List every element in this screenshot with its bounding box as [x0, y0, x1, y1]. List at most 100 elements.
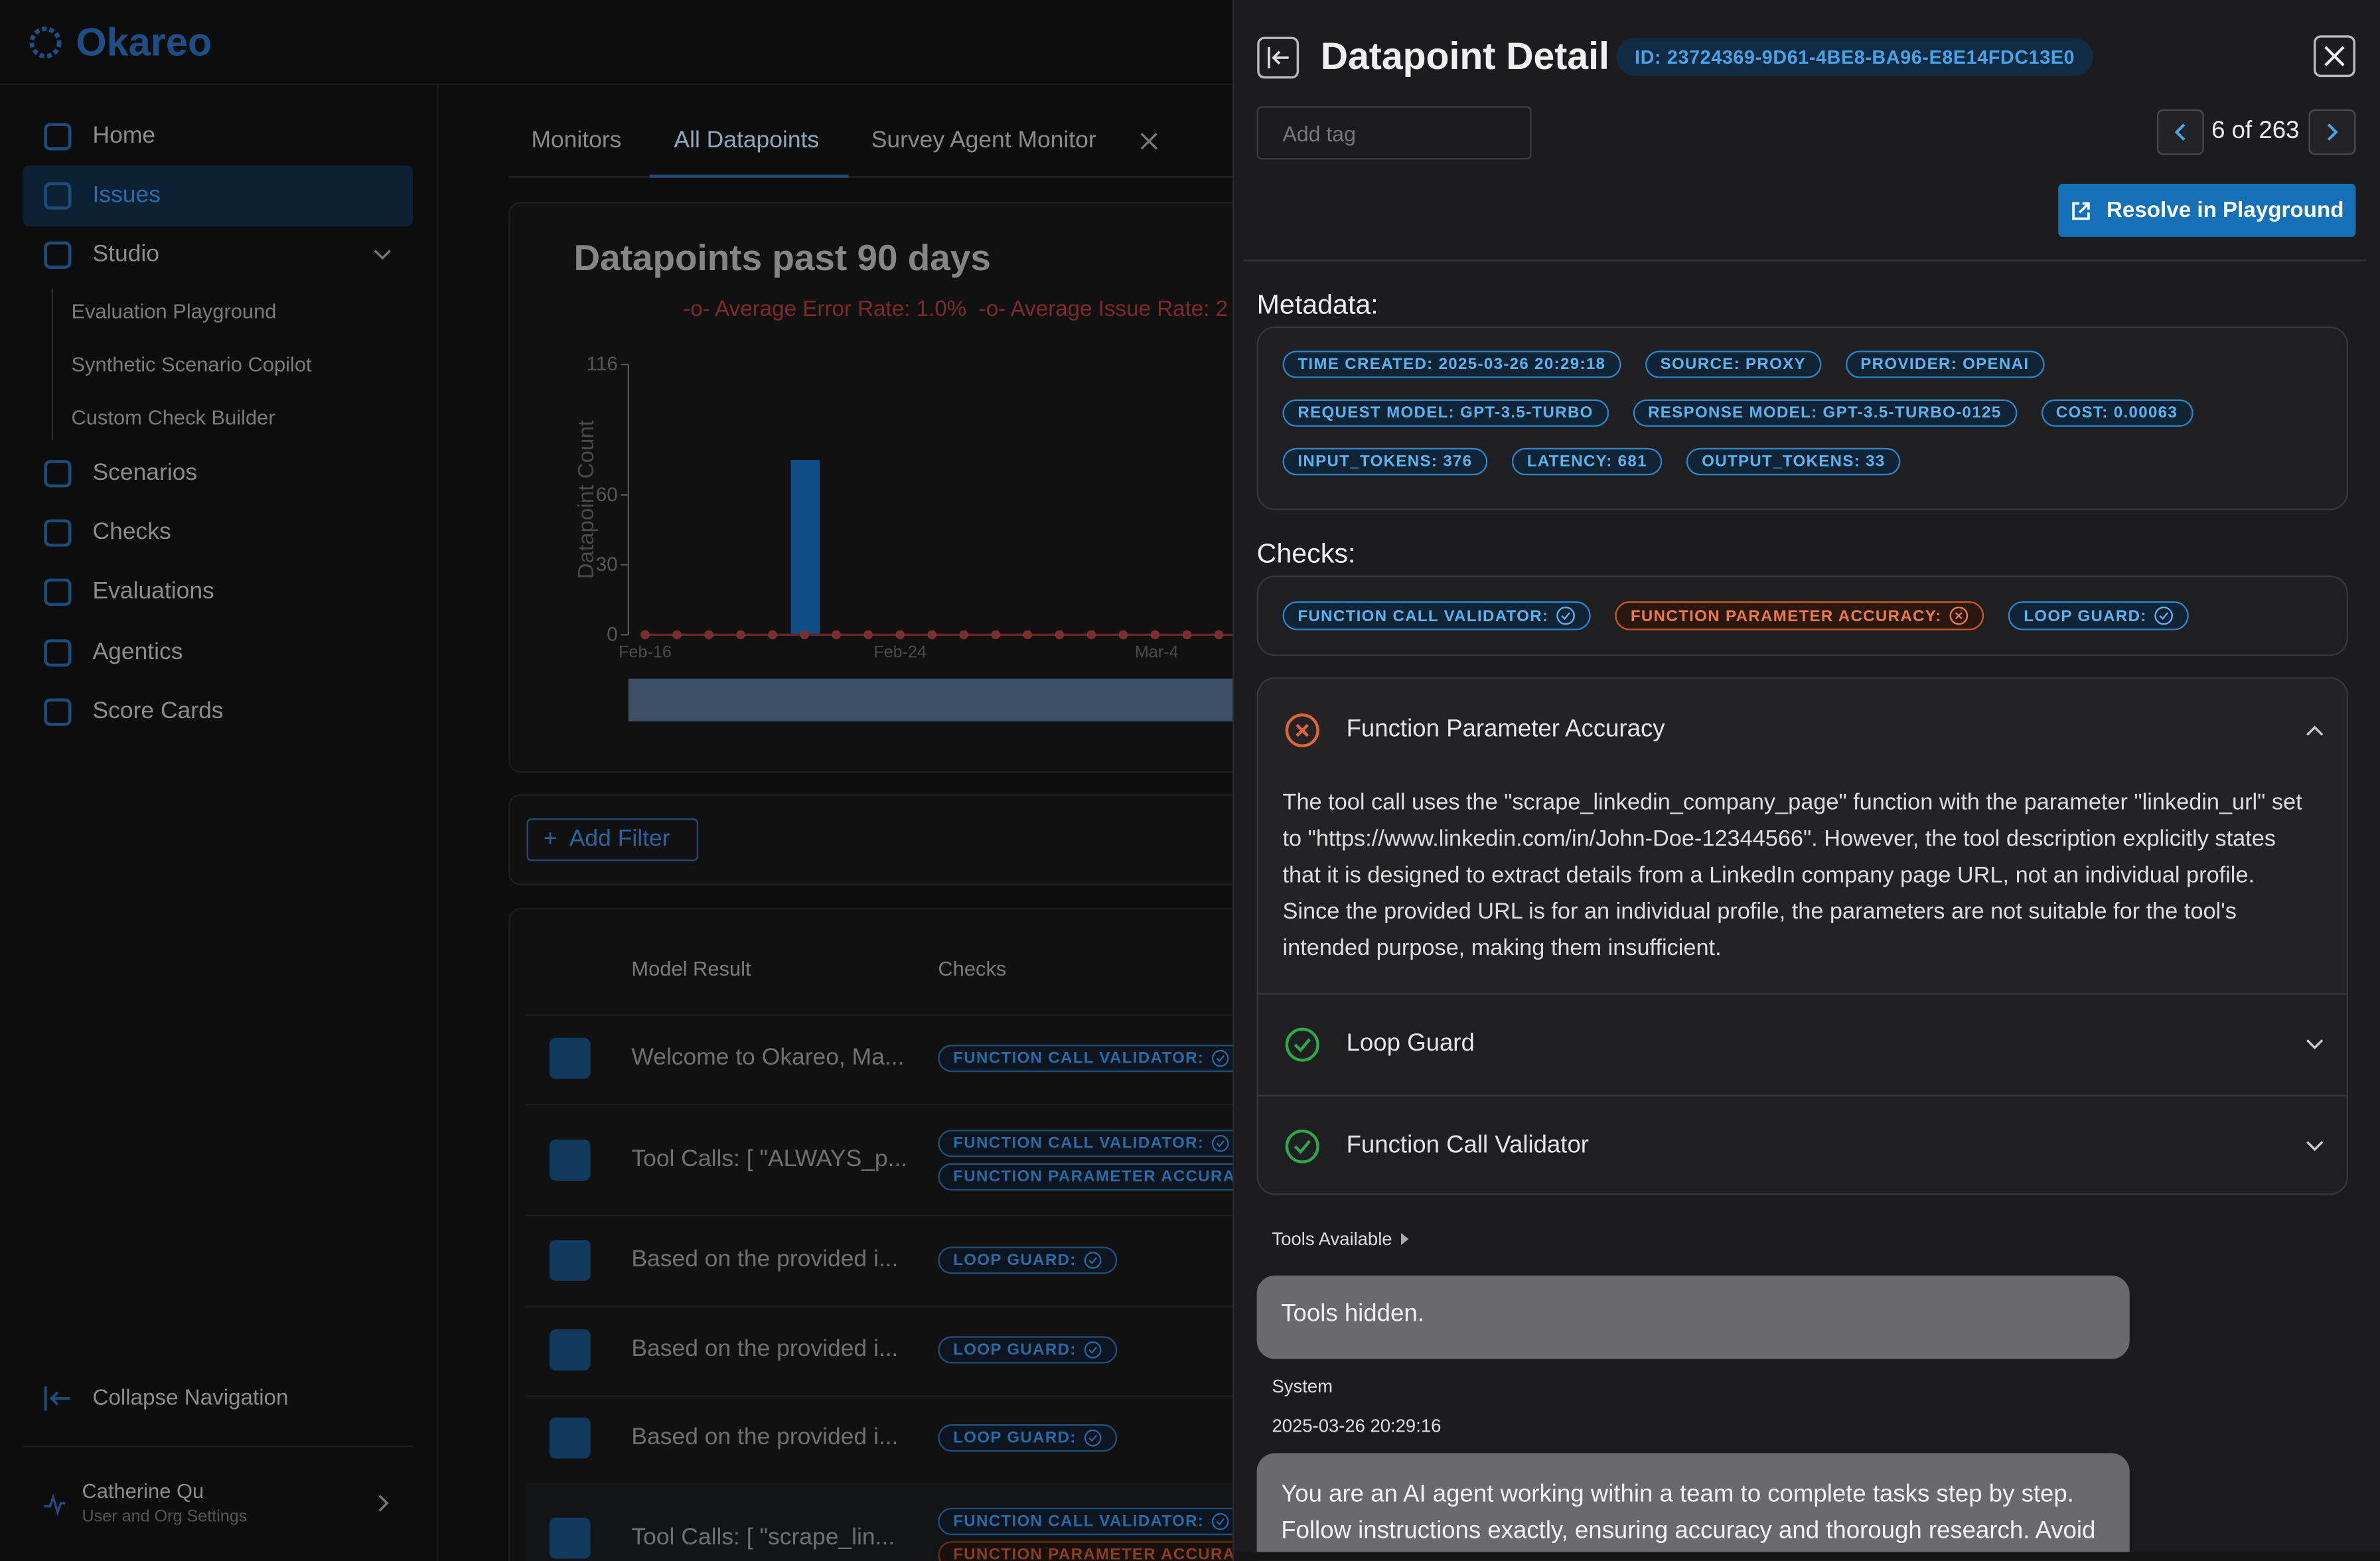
- error-dot: [1119, 630, 1128, 639]
- status-icon: [1212, 1049, 1230, 1067]
- error-dot: [1183, 630, 1192, 639]
- checks-box: FUNCTION CALL VALIDATOR:FUNCTION PARAMET…: [1257, 575, 2348, 656]
- check-pill: LOOP GUARD:: [938, 1336, 1117, 1363]
- error-dot: [768, 630, 777, 639]
- nav-item[interactable]: Checks: [93, 519, 171, 546]
- tab-active[interactable]: All Datapoints: [674, 127, 819, 155]
- next-button[interactable]: [2309, 110, 2356, 155]
- icon-circle: [1085, 1342, 1100, 1357]
- nav-subitem[interactable]: Evaluation Playground: [71, 300, 276, 323]
- detail-name: Function Parameter Accuracy: [1347, 717, 1665, 744]
- row-checks: LOOP GUARD:: [938, 1246, 1117, 1274]
- table-header: Model Result: [631, 958, 751, 980]
- status-icon: [1084, 1429, 1102, 1447]
- row-icon[interactable]: [550, 1518, 591, 1559]
- metadata-tag: LATENCY: 681: [1512, 448, 1663, 475]
- message-time: 2025-03-26 20:29:16: [1272, 1415, 1442, 1436]
- error-dot: [640, 630, 650, 639]
- status-icon: [2154, 606, 2174, 626]
- detail-header[interactable]: Function Parameter Accuracy: [1258, 679, 2347, 782]
- logo[interactable]: Okareo: [76, 19, 212, 66]
- tab-line: [508, 176, 1232, 177]
- row-icon[interactable]: [550, 1038, 591, 1079]
- nav-icon: [44, 698, 71, 725]
- detail-icon: [1284, 1027, 1321, 1063]
- add-filter-label: Add Filter: [569, 826, 670, 854]
- legend-marker: -o-: [979, 297, 1006, 322]
- icon-mark: [1089, 1347, 1096, 1353]
- collapse-panel-button[interactable]: [1257, 37, 1300, 79]
- legend-entry: Average Error Rate: 1.0%: [715, 297, 966, 322]
- detail-icon: [1284, 712, 1321, 749]
- error-dot: [736, 630, 745, 639]
- icon-circle: [1085, 1430, 1100, 1446]
- status-icon: [1556, 606, 1576, 626]
- nav-item[interactable]: Issues: [93, 183, 161, 210]
- icon-circle: [1287, 1131, 1318, 1162]
- add-filter-button[interactable]: +Add Filter: [527, 818, 698, 861]
- check-detail: Loop Guard: [1258, 993, 2347, 1094]
- check-label: LOOP GUARD:: [953, 1251, 1076, 1269]
- model-result: Tool Calls: [ "ALWAYS_p...: [631, 1146, 907, 1173]
- row-icon[interactable]: [550, 1329, 591, 1371]
- tools-toggle[interactable]: Tools Available: [1272, 1228, 1411, 1250]
- close-tab[interactable]: [1140, 132, 1158, 150]
- icon-mark: [1562, 613, 1570, 619]
- icon-mark: [2160, 613, 2168, 619]
- error-dot: [1055, 630, 1064, 639]
- icon-mark: [1089, 1258, 1096, 1263]
- user-name[interactable]: Catherine Qu: [82, 1480, 204, 1503]
- error-dot: [1151, 630, 1160, 639]
- error-dot: [800, 630, 809, 639]
- nav-item[interactable]: Agentics: [93, 639, 183, 666]
- tab[interactable]: Monitors: [531, 127, 621, 155]
- nav-icon: [44, 579, 71, 606]
- collapse-navigation[interactable]: Collapse Navigation: [93, 1386, 289, 1411]
- nav-item[interactable]: Home: [93, 123, 156, 150]
- pagination: 6 of 263: [2211, 118, 2299, 145]
- tag-input[interactable]: Add tag: [1257, 106, 1532, 159]
- status-icon: [1284, 1128, 1321, 1165]
- tools-bubble: Tools hidden.: [1257, 1276, 2130, 1359]
- detail-text: The tool call uses the "scrape_linkedin_…: [1258, 782, 2347, 993]
- nav-item[interactable]: Score Cards: [93, 698, 224, 725]
- status-icon: [1949, 606, 1969, 626]
- icon-circle: [1213, 1136, 1228, 1151]
- tab[interactable]: Survey Agent Monitor: [871, 127, 1096, 155]
- nav-active-bg: [23, 165, 413, 226]
- nav-subitem[interactable]: Custom Check Builder: [71, 406, 275, 429]
- check-label: FUNCTION CALL VALIDATOR:: [953, 1049, 1204, 1067]
- resolve-button[interactable]: Resolve in Playground: [2058, 184, 2355, 237]
- nav-item[interactable]: Scenarios: [93, 460, 198, 487]
- check-tag: LOOP GUARD:: [2008, 601, 2189, 630]
- status-icon: [1284, 712, 1321, 749]
- nav-icon: [44, 639, 71, 666]
- model-result: Welcome to Okareo, Ma...: [631, 1045, 904, 1072]
- range-slider: [629, 679, 1232, 721]
- nav-tree-line: [52, 289, 53, 441]
- chevron: [2306, 1039, 2324, 1051]
- row-icon[interactable]: [550, 1418, 591, 1459]
- detail-header[interactable]: Function Call Validator: [1258, 1096, 2347, 1195]
- check-label: FUNCTION CALL VALIDATOR:: [1298, 607, 1548, 625]
- close-button[interactable]: [2313, 35, 2355, 78]
- row-icon[interactable]: [550, 1140, 591, 1181]
- chevron: [2306, 724, 2324, 736]
- status-icon: [1084, 1251, 1102, 1269]
- nav-item[interactable]: Studio: [93, 242, 160, 269]
- datapoint-id: ID: 23724369-9D61-4BE8-BA96-E8E14FDC13E0: [1617, 38, 2093, 76]
- row-checks: FUNCTION CALL VALIDATOR:: [938, 1045, 1245, 1072]
- prev-button[interactable]: [2157, 110, 2204, 155]
- row-icon[interactable]: [550, 1240, 591, 1281]
- check-pill: LOOP GUARD:: [938, 1246, 1117, 1274]
- resolve-label: Resolve in Playground: [2107, 198, 2344, 223]
- nav-item[interactable]: Evaluations: [93, 579, 214, 606]
- chevron: [378, 1494, 390, 1512]
- bar: [791, 460, 820, 634]
- icon-mark: [1295, 1039, 1309, 1050]
- chevron: [2306, 1140, 2324, 1152]
- detail-header[interactable]: Loop Guard: [1258, 995, 2347, 1095]
- checks-label: Checks:: [1257, 538, 1356, 570]
- tab-underline: [650, 175, 849, 178]
- nav-subitem[interactable]: Synthetic Scenario Copilot: [71, 353, 311, 376]
